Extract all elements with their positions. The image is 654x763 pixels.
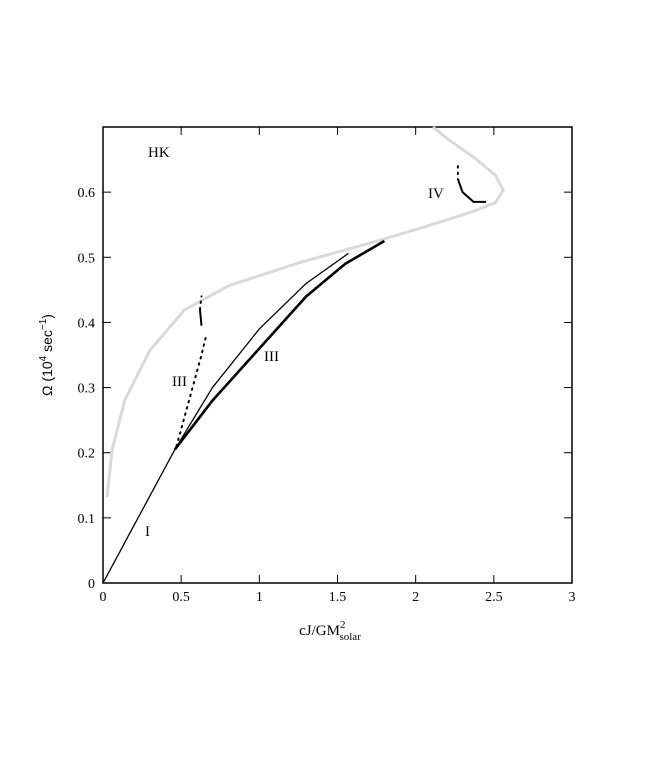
y-label-part: Ω (10 bbox=[39, 361, 55, 396]
x-axis-label: cJ/GM2 solar bbox=[299, 619, 361, 643]
annotation: III bbox=[264, 349, 279, 365]
y-label-part: sec bbox=[39, 330, 55, 356]
x-tick-label: 1.5 bbox=[329, 590, 347, 605]
y-label-sup: −1 bbox=[38, 318, 49, 330]
series-line bbox=[105, 125, 505, 498]
x-tick-label: 1 bbox=[256, 590, 263, 605]
y-tick-label: 0.1 bbox=[78, 512, 96, 527]
series-line bbox=[198, 295, 203, 311]
x-label-base: cJ/GM bbox=[299, 623, 340, 639]
x-tick-label: 3 bbox=[569, 590, 576, 605]
y-axis-label: Ω (104 sec−1) bbox=[38, 314, 55, 396]
annotation: III bbox=[172, 374, 187, 390]
y-tick-label: 0.2 bbox=[78, 447, 96, 462]
y-label-sup: 4 bbox=[38, 355, 49, 361]
series-line bbox=[175, 334, 208, 448]
y-tick-label: 0.6 bbox=[78, 186, 96, 201]
y-tick-label: 0.3 bbox=[78, 382, 96, 397]
annotation: HK bbox=[148, 145, 170, 161]
y-tick-label: 0 bbox=[88, 577, 95, 592]
x-label-sub: solar bbox=[339, 631, 361, 643]
series-line bbox=[173, 239, 386, 451]
annotation: IV bbox=[428, 186, 444, 202]
series-line bbox=[102, 252, 349, 584]
series-line bbox=[456, 178, 487, 203]
x-tick-label: 0 bbox=[100, 590, 107, 605]
x-tick-label: 0.5 bbox=[172, 590, 190, 605]
y-label-part: ) bbox=[39, 314, 55, 319]
y-tick-label: 0.4 bbox=[78, 316, 96, 331]
x-tick-label: 2.5 bbox=[485, 590, 503, 605]
y-tick-label: 0.5 bbox=[78, 251, 96, 266]
x-tick-label: 2 bbox=[412, 590, 419, 605]
series-line bbox=[198, 309, 203, 326]
x-label-sup: 2 bbox=[340, 619, 346, 631]
annotation: I bbox=[145, 524, 150, 540]
